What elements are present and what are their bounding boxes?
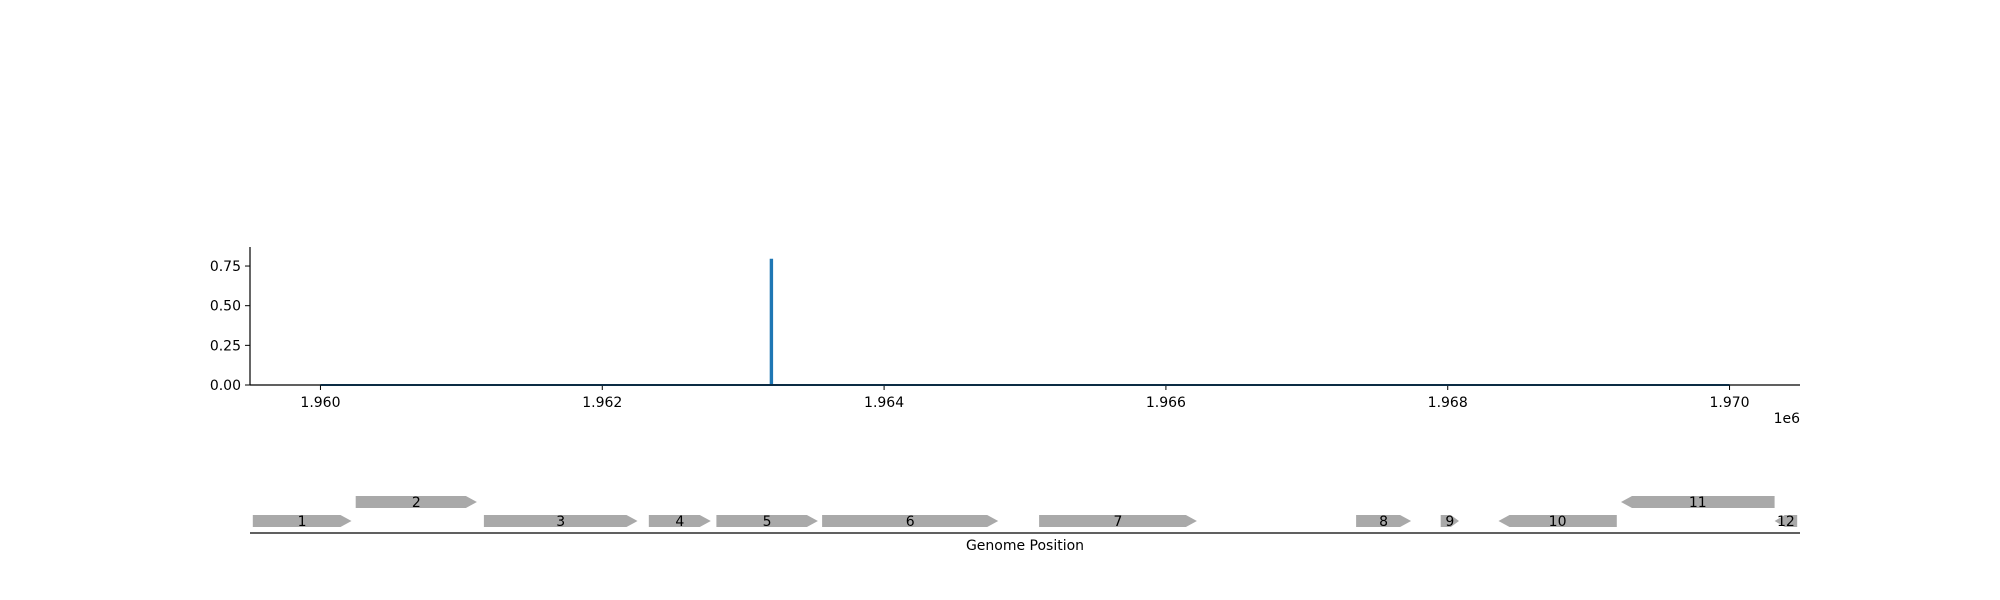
gene-arrow-7: [1039, 515, 1197, 527]
gene-label-12: 12: [1777, 514, 1795, 530]
gene-arrow-10: [1498, 515, 1617, 527]
signal-panel: 0.000.250.500.75 1.960 1.962 1.964 1.966 1.9…: [210, 247, 1800, 427]
x-tick-label: 1.968: [1428, 395, 1468, 411]
x-axis-offset-label: 1e6: [1774, 411, 1801, 427]
y-axis-ticks: 0.00 0.25 0.50 0.75: [210, 259, 250, 394]
gene-track-xlabel: Genome Position: [966, 538, 1084, 554]
y-tick-label: 0.00: [210, 378, 241, 394]
x-tick-label: 1.962: [582, 395, 622, 411]
gene-arrow-12: [1774, 515, 1798, 527]
y-tick-label: 0.75: [210, 259, 241, 275]
gene-arrow-11: [1621, 496, 1775, 508]
y-tick-label: 0.50: [210, 299, 241, 315]
gene-arrow-3: [483, 515, 638, 527]
gene-arrow-8: [1356, 515, 1412, 527]
gene-arrow-2: [355, 496, 477, 508]
x-tick-label: 1.964: [864, 395, 904, 411]
gene-label-10: 10: [1549, 514, 1567, 530]
gene-label-2: 2: [412, 495, 421, 511]
gene-label-3: 3: [556, 514, 565, 530]
gene-label-6: 6: [906, 514, 915, 530]
gene-label-9: 9: [1445, 514, 1454, 530]
gene-label-1: 1: [298, 514, 307, 530]
gene-arrow-9: [1440, 515, 1459, 527]
signal-line: [320, 258, 1730, 386]
x-tick-label: 1.970: [1709, 395, 1749, 411]
gene-label-11: 11: [1689, 495, 1707, 511]
gene-label-8: 8: [1379, 514, 1388, 530]
gene-label-7: 7: [1114, 514, 1123, 530]
x-axis-ticks: 1.960 1.962 1.964 1.966 1.968 1.970: [300, 385, 1750, 411]
signal-series: [320, 258, 1730, 386]
gene-label-4: 4: [675, 514, 684, 530]
x-tick-label: 1.966: [1146, 395, 1186, 411]
y-tick-label: 0.25: [210, 338, 241, 354]
gene-label-5: 5: [763, 514, 772, 530]
gene-arrow-4: [648, 515, 711, 527]
gene-arrow-1: [252, 515, 352, 527]
x-tick-label: 1.960: [300, 395, 340, 411]
gene-arrow-6: [822, 515, 999, 527]
gene-arrow-5: [716, 515, 818, 527]
